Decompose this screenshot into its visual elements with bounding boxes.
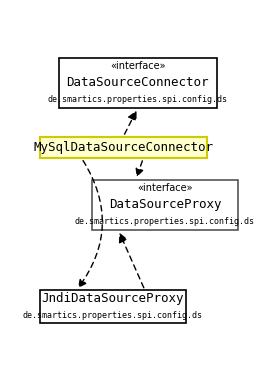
FancyBboxPatch shape: [40, 137, 207, 158]
Text: JndiDataSourceProxy: JndiDataSourceProxy: [42, 292, 184, 305]
Text: de.smartics.properties.spi.config.ds: de.smartics.properties.spi.config.ds: [23, 311, 203, 320]
Text: de.smartics.properties.spi.config.ds: de.smartics.properties.spi.config.ds: [48, 95, 228, 104]
FancyBboxPatch shape: [92, 180, 238, 230]
Text: «interface»: «interface»: [137, 183, 193, 193]
Text: DataSourceProxy: DataSourceProxy: [109, 198, 221, 211]
FancyBboxPatch shape: [59, 58, 217, 108]
Text: «interface»: «interface»: [110, 61, 166, 71]
Text: MySqlDataSourceConnector: MySqlDataSourceConnector: [33, 141, 213, 154]
Text: de.smartics.properties.spi.config.ds: de.smartics.properties.spi.config.ds: [75, 217, 255, 226]
FancyBboxPatch shape: [40, 290, 186, 323]
Text: DataSourceConnector: DataSourceConnector: [67, 76, 209, 89]
